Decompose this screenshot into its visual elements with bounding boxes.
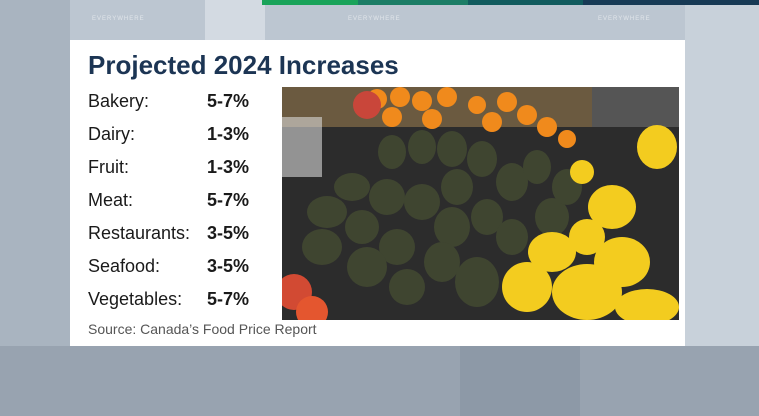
category-label: Dairy: [88, 124, 136, 144]
range-value: 3-5% [207, 256, 250, 276]
background-label: EVERYWHERE [348, 16, 401, 22]
top-bar [468, 0, 583, 5]
info-card: Projected 2024 Increases Bakery: 5-7% Dair… [70, 40, 685, 346]
title: Projected 2024 Increases [88, 50, 399, 80]
category-label: Restaurants: [88, 223, 191, 243]
range-value: 1-3% [207, 157, 250, 177]
background-label: EVERYWHERE [92, 16, 145, 22]
range-value: 5-7% [207, 190, 250, 210]
category-label: Meat: [88, 190, 134, 210]
range-value: 5-7% [207, 91, 250, 111]
category-label: Seafood: [88, 256, 161, 276]
range-value: 1-3% [207, 124, 250, 144]
source: Source: Canada’s Food Price Report [88, 321, 317, 337]
produce-photo [282, 87, 679, 320]
range-value: 5-7% [207, 289, 250, 309]
top-bar [262, 0, 358, 5]
background-label: EVERYWHERE [598, 16, 651, 22]
category-label: Bakery: [88, 91, 150, 111]
category-label: Vegetables: [88, 289, 183, 309]
range-value: 3-5% [207, 223, 250, 243]
top-bar [358, 0, 468, 5]
top-bar [583, 0, 759, 5]
category-label: Fruit: [88, 157, 130, 177]
